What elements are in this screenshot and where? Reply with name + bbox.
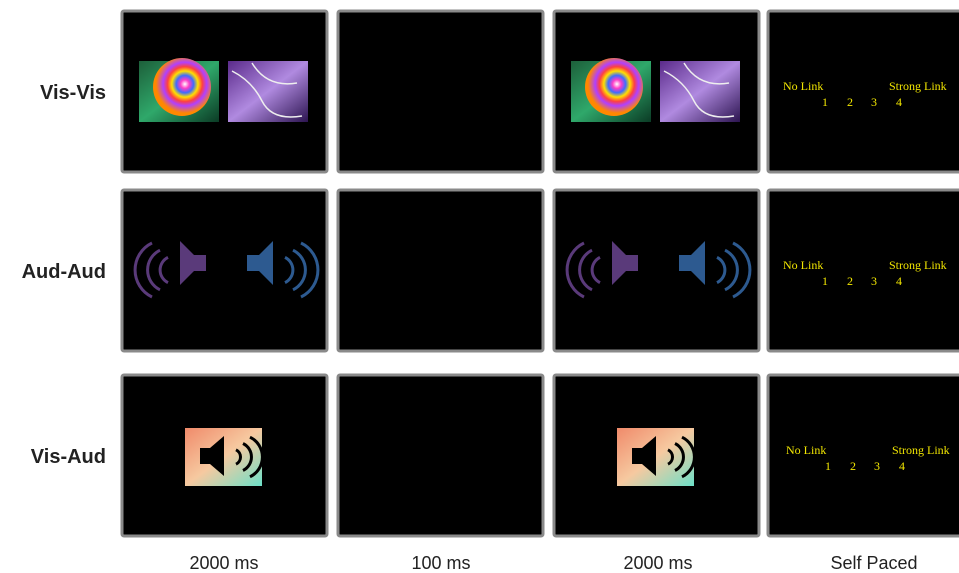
row-label: Vis-Vis xyxy=(40,82,106,104)
column-label: 100 ms xyxy=(411,553,470,573)
screen-panel xyxy=(338,190,543,351)
column-label: 2000 ms xyxy=(623,553,692,573)
scale-high-label: Strong Link xyxy=(892,443,950,457)
scale-point: 3 xyxy=(871,274,877,288)
scale-point: 3 xyxy=(871,95,877,109)
figure: Vis-Vis No Link Strong Link 1 2 3 4 Aud-Aud No L… xyxy=(0,0,959,573)
scale-point: 2 xyxy=(847,274,853,288)
fractal-image xyxy=(228,61,308,122)
scale-point: 3 xyxy=(874,459,880,473)
scale-point: 4 xyxy=(896,95,902,109)
stimulus-image-sound xyxy=(617,428,694,486)
screen-panel xyxy=(122,190,327,351)
fractal-swirl xyxy=(585,58,643,116)
stimulus-image-sound xyxy=(185,428,262,486)
row-label: Vis-Aud xyxy=(31,446,106,468)
scale-low-label: No Link xyxy=(786,443,826,457)
screen-panel xyxy=(338,375,543,536)
scale-high-label: Strong Link xyxy=(889,79,947,93)
scale-point: 1 xyxy=(825,459,831,473)
scale-point: 4 xyxy=(899,459,905,473)
row-label: Aud-Aud xyxy=(22,261,106,283)
scale-point: 1 xyxy=(822,95,828,109)
screen-panel xyxy=(554,190,759,351)
scale-point: 1 xyxy=(822,274,828,288)
column-label: 2000 ms xyxy=(189,553,258,573)
fractal-image xyxy=(660,61,740,122)
scale-low-label: No Link xyxy=(783,258,823,272)
scale-point: 2 xyxy=(850,459,856,473)
screen-panel xyxy=(338,11,543,172)
scale-point: 2 xyxy=(847,95,853,109)
scale-point: 4 xyxy=(896,274,902,288)
scale-high-label: Strong Link xyxy=(889,258,947,272)
scale-low-label: No Link xyxy=(783,79,823,93)
fractal-swirl xyxy=(153,58,211,116)
column-label: Self Paced xyxy=(830,553,917,573)
